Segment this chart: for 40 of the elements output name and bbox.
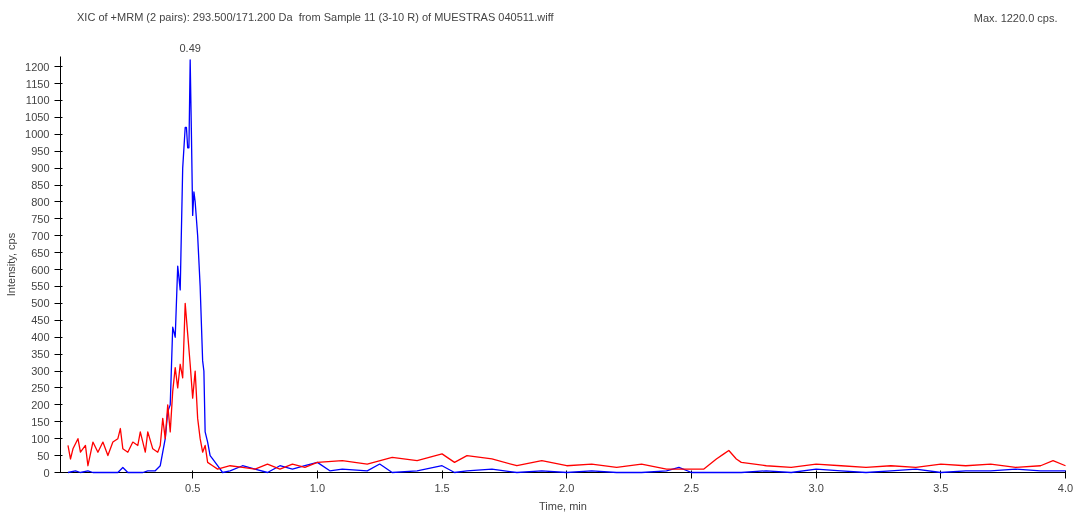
x-tick-label: 2.0 <box>559 481 575 494</box>
y-tick-label: 1150 <box>25 77 50 90</box>
y-tick-label: 550 <box>31 280 50 293</box>
y-tick-label: 750 <box>31 212 50 225</box>
text: XIC of +MRM (2 pairs): 293.500/171.200 Da from Sample 11 (3-10 R) of MUESTRAS 040511.wiff <box>77 11 554 23</box>
text: Max. 1220.0 cps. <box>973 11 1058 24</box>
y-tick-label: 150 <box>31 415 50 428</box>
y-tick-label: 250 <box>31 381 50 394</box>
y-tick-label: 1050 <box>25 111 50 124</box>
y-tick-label: 700 <box>31 229 50 242</box>
y-tick-label: 50 <box>37 449 50 462</box>
y-tick-label: 1200 <box>25 60 50 73</box>
y-tick-label: 500 <box>31 297 50 310</box>
y-tick-label: 600 <box>31 263 50 276</box>
y-tick-label: 1100 <box>25 94 50 107</box>
y-axis-title: Intensity, cps <box>5 232 18 297</box>
x-tick-label: 2.5 <box>683 481 700 494</box>
x-tick-label: 4.0 <box>1057 481 1074 494</box>
y-tick-label: 100 <box>31 432 50 445</box>
y-tick-label: 350 <box>31 348 50 361</box>
y-tick-label: 850 <box>31 179 50 192</box>
y-tick-label: 0 <box>43 466 50 479</box>
y-tick-label: 300 <box>31 365 50 378</box>
y-tick-label: 650 <box>31 246 50 259</box>
line-series <box>67 302 1067 470</box>
y-tick-label: 900 <box>31 162 50 175</box>
y-tick-label: 800 <box>31 195 50 208</box>
y-tick-label: 950 <box>31 145 50 158</box>
x-tick-label: 1.0 <box>309 481 326 494</box>
y-tick-label: 450 <box>31 314 50 327</box>
x-axis-title: Time, min <box>539 499 587 512</box>
x-tick-label: 3.5 <box>933 481 949 494</box>
x-tick-label: 3.0 <box>808 481 824 494</box>
y-tick-label: 400 <box>31 331 50 344</box>
line-series <box>67 59 1067 474</box>
x-tick-label: 0.5 <box>185 481 201 494</box>
annotation: 0.49 <box>179 41 201 54</box>
x-tick-label: 1.5 <box>434 481 450 494</box>
y-tick-label: 1000 <box>25 128 50 141</box>
y-tick-label: 200 <box>31 398 50 411</box>
